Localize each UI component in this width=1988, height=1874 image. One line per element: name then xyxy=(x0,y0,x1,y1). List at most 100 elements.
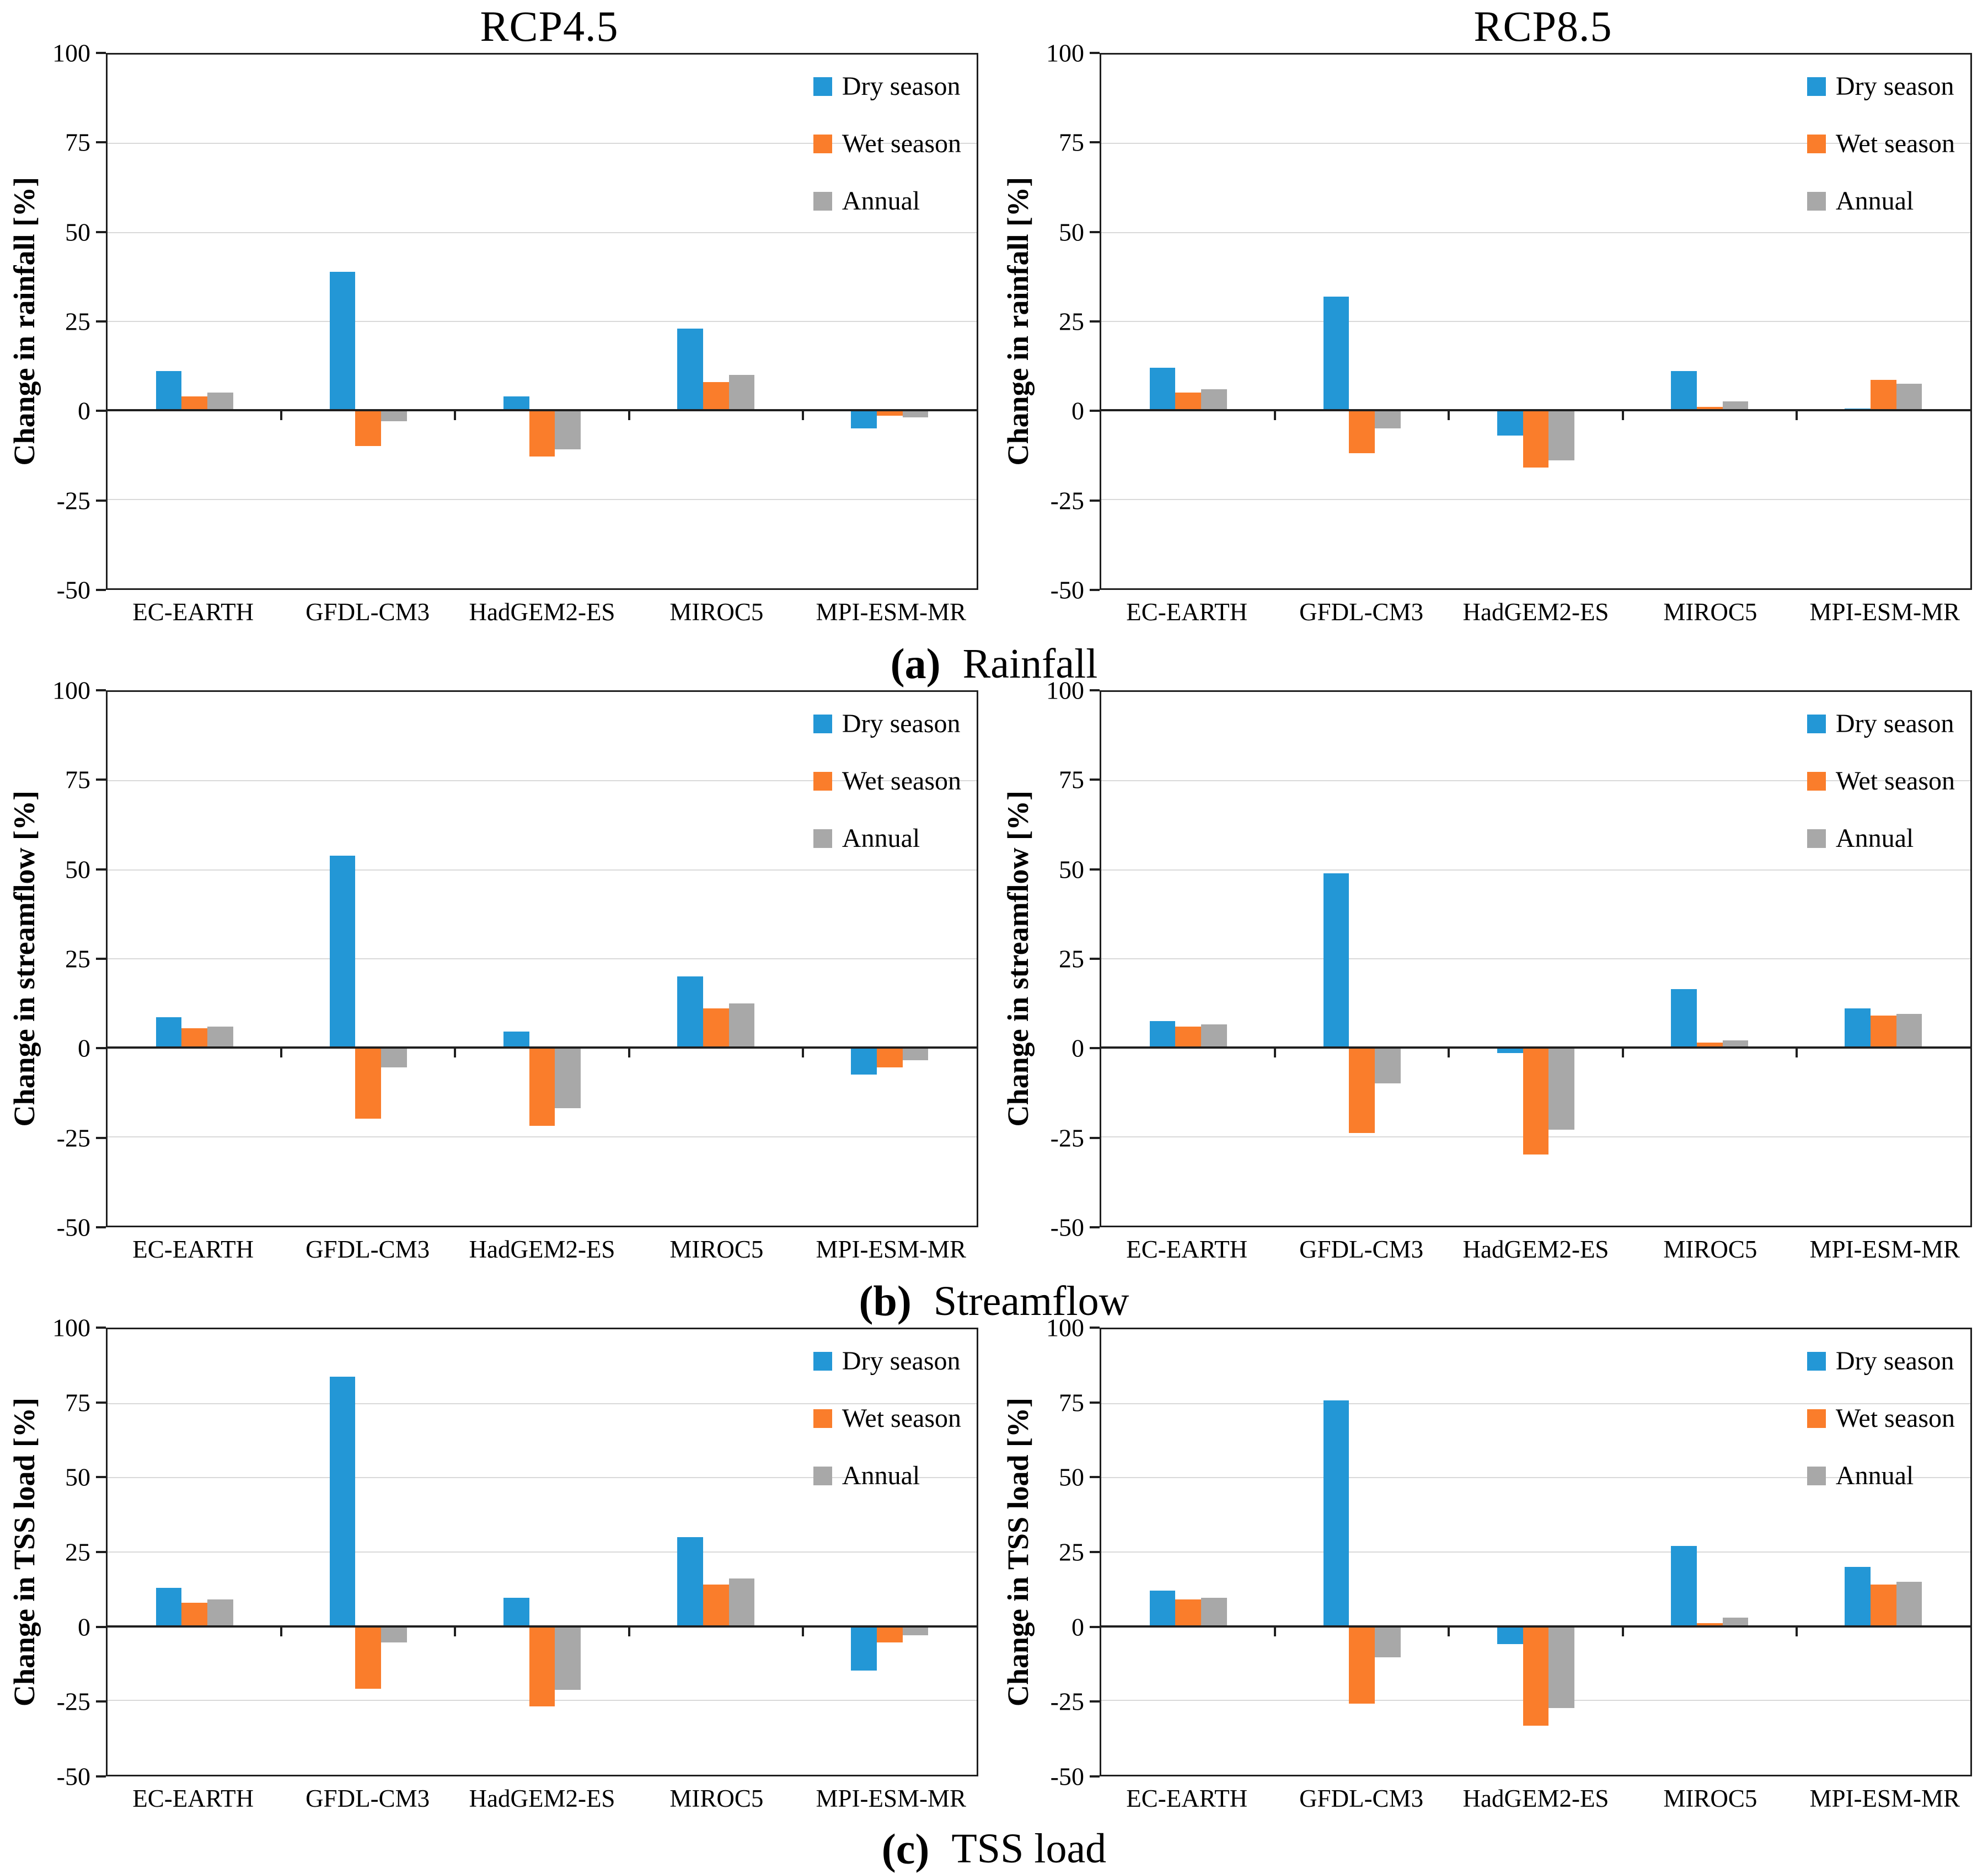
bar-dry-season xyxy=(677,328,703,411)
x-category-label: GFDL-CM3 xyxy=(1299,1785,1424,1812)
y-tick-mark xyxy=(96,52,106,54)
x-axis-labels: EC-EARTH GFDL-CM3 HadGEM2-ES MIROC5 MPI-ESM-… xyxy=(106,590,978,637)
category-tick-mark xyxy=(280,1626,283,1636)
x-axis-zero-line xyxy=(108,409,977,412)
y-tick-mark xyxy=(96,320,106,323)
gridline xyxy=(108,869,977,871)
bar-wet-season xyxy=(1696,406,1723,411)
y-tick-label: -25 xyxy=(56,1687,90,1716)
legend-item: Annual xyxy=(813,825,961,852)
tss-charts-row: Change in TSS load [%] 100 75 50 25 0 -25 -50 … xyxy=(0,1314,1988,1824)
legend-label: Wet season xyxy=(1835,1404,1955,1433)
legend-label: Wet season xyxy=(1835,129,1955,158)
bar-annual xyxy=(1896,1581,1922,1626)
y-tick-label: 100 xyxy=(1046,39,1084,67)
gridline xyxy=(108,1477,977,1479)
y-tick-mark xyxy=(1090,141,1100,144)
y-tick-label: 0 xyxy=(1071,1034,1084,1062)
bar-dry-season xyxy=(1323,873,1349,1048)
bar-annual xyxy=(1375,410,1401,428)
legend-item: Wet season xyxy=(1807,768,1955,794)
category-tick-mark xyxy=(454,1048,457,1058)
chart-tss-rcp45: Change in TSS load [%] 100 75 50 25 0 -25 -50 … xyxy=(0,1314,994,1824)
y-tick-label: 50 xyxy=(65,1463,90,1491)
bar-dry-season xyxy=(1845,1008,1871,1048)
bar-dry-season xyxy=(329,271,356,411)
y-tick-label: 50 xyxy=(1059,218,1084,246)
category-tick-mark xyxy=(454,1626,457,1636)
bar-dry-season xyxy=(156,1017,182,1048)
y-tick-label: 100 xyxy=(52,1313,90,1342)
legend-label: Annual xyxy=(842,824,920,853)
y-axis-title: Change in streamflow [%] xyxy=(8,791,41,1127)
plot-area: Dry season Wet season Annual xyxy=(1100,690,1972,1227)
bar-annual xyxy=(555,410,581,450)
scenario-title-rcp45: RCP4.5 xyxy=(480,2,619,50)
legend: Dry season Wet season Annual xyxy=(813,711,961,852)
y-tick-mark xyxy=(96,1136,106,1139)
x-category-label: MPI-ESM-MR xyxy=(1809,1785,1960,1812)
y-tick-mark xyxy=(96,958,106,960)
x-axis-zero-line xyxy=(1101,1625,1970,1628)
bar-wet-season xyxy=(1871,380,1896,411)
x-category-label: HadGEM2-ES xyxy=(1462,1785,1609,1812)
gridline xyxy=(1101,143,1970,144)
y-tick-label: 75 xyxy=(1059,1388,1084,1417)
dry-series-swatch xyxy=(1807,77,1826,96)
y-axis-title: Change in rainfall [%] xyxy=(1001,177,1035,466)
bar-annual xyxy=(1201,389,1227,411)
category-tick-mark xyxy=(801,1048,804,1058)
bar-wet-season xyxy=(1349,1048,1375,1134)
bar-dry-season xyxy=(1671,1546,1697,1626)
gridline xyxy=(108,143,977,144)
legend-label: Dry season xyxy=(842,72,961,101)
category-tick-mark xyxy=(1274,1626,1277,1636)
bar-wet-season xyxy=(1349,1626,1375,1704)
bar-wet-season xyxy=(355,1626,382,1689)
y-tick-label: -50 xyxy=(56,1762,90,1791)
legend: Dry season Wet season Annual xyxy=(813,73,961,214)
wet-series-swatch xyxy=(813,135,832,153)
y-tick-mark xyxy=(1090,52,1100,54)
bar-wet-season xyxy=(1523,1626,1549,1726)
wet-series-swatch xyxy=(1807,1409,1826,1428)
bar-wet-season xyxy=(877,1626,903,1643)
category-tick-mark xyxy=(1795,1626,1798,1636)
y-tick-mark xyxy=(1090,1551,1100,1553)
annual-series-swatch xyxy=(1807,829,1826,848)
y-tick-mark xyxy=(1090,230,1100,233)
legend-label: Dry season xyxy=(1835,709,1954,738)
category-tick-mark xyxy=(628,410,630,421)
chart-rainfall-rcp45: Change in rainfall [%] 100 75 50 25 0 -25 -50 … xyxy=(0,39,994,637)
plot-area: Dry season Wet season Annual xyxy=(106,690,978,1227)
legend-label: Dry season xyxy=(842,709,961,738)
plot-area: Dry season Wet season Annual xyxy=(106,1328,978,1776)
x-category-label: EC-EARTH xyxy=(132,1785,254,1812)
y-tick-mark xyxy=(1090,1775,1100,1778)
bar-wet-season xyxy=(181,1602,207,1626)
legend-item: Annual xyxy=(1807,188,1955,214)
bar-annual xyxy=(1896,1014,1922,1048)
x-category-label: MIROC5 xyxy=(1663,1785,1757,1812)
dry-series-swatch xyxy=(813,77,832,96)
annual-series-swatch xyxy=(1807,1467,1826,1485)
gridline xyxy=(108,780,977,782)
y-tick-mark xyxy=(96,1327,106,1329)
y-tick-label: 0 xyxy=(1071,1613,1084,1641)
y-axis-title: Change in TSS load [%] xyxy=(1001,1397,1035,1707)
bar-annual xyxy=(1548,410,1574,460)
gridline xyxy=(1101,232,1970,233)
legend-label: Dry season xyxy=(1835,1346,1954,1376)
x-category-label: EC-EARTH xyxy=(132,1236,254,1263)
bar-wet-season xyxy=(529,1626,555,1707)
rainfall-charts-row: Change in rainfall [%] 100 75 50 25 0 -25 -50 … xyxy=(0,39,1988,637)
y-axis-ticks: 100 75 50 25 0 -25 -50 xyxy=(49,676,106,1242)
x-category-label: GFDL-CM3 xyxy=(306,1236,430,1263)
bar-annual xyxy=(555,1626,581,1690)
legend-item: Wet season xyxy=(1807,1405,1955,1432)
x-axis-zero-line xyxy=(108,1046,977,1049)
bar-dry-season xyxy=(1323,296,1349,411)
x-category-label: EC-EARTH xyxy=(1126,598,1248,626)
x-axis-labels: EC-EARTH GFDL-CM3 HadGEM2-ES MIROC5 MPI-ESM-… xyxy=(1100,1776,1972,1824)
x-axis-labels: EC-EARTH GFDL-CM3 HadGEM2-ES MIROC5 MPI-ESM-… xyxy=(1100,1227,1972,1275)
